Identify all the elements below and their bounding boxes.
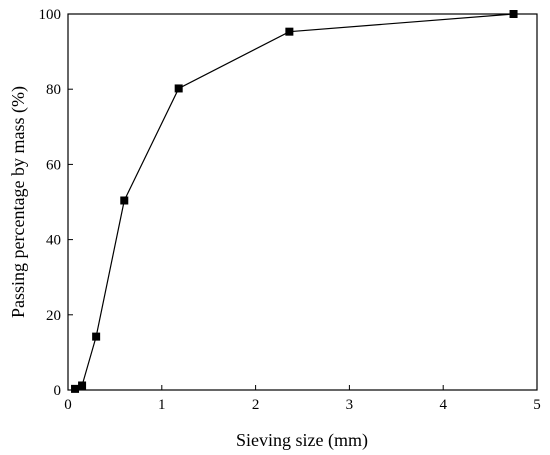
data-point-marker [120,196,129,205]
data-point-marker [92,332,101,341]
x-tick-label: 2 [252,397,260,413]
data-point-marker [509,10,518,18]
y-tick-label: 80 [46,82,61,98]
y-tick-label: 0 [54,383,62,399]
y-tick-label: 20 [46,308,61,324]
x-tick-label: 4 [439,397,447,413]
plot-area-frame [67,13,538,391]
x-tick-label: 3 [346,397,354,413]
x-tick-label: 1 [158,397,166,413]
data-point-marker [71,384,80,393]
y-axis-ticks: 0 20 40 60 80 100 [39,7,73,399]
y-tick-label: 60 [46,157,61,173]
data-point-marker [174,84,183,93]
x-axis-ticks: 0 1 2 3 4 5 [64,385,541,413]
x-axis-label: Sieving size (mm) [236,430,368,451]
series-layer [71,10,518,393]
y-tick-label: 40 [46,233,61,249]
data-point-marker [285,27,294,36]
x-tick-label: 5 [533,397,541,413]
y-axis-label: Passing percentage by mass (%) [8,86,29,318]
x-tick-label: 0 [64,397,72,413]
y-tick-label: 100 [39,7,62,23]
data-point-marker [78,381,87,390]
series-line [74,13,514,390]
